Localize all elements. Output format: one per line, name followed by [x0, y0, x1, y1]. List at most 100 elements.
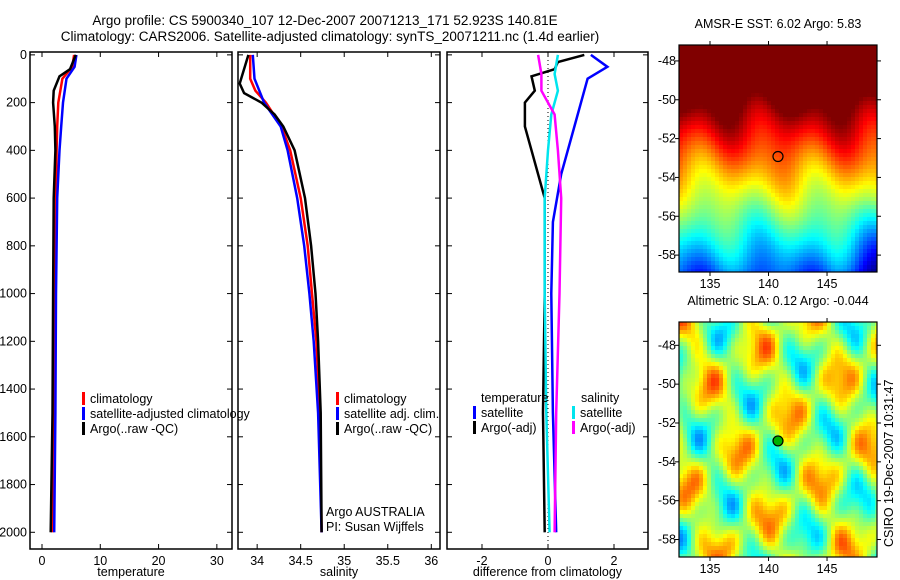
heatmap-cell	[779, 546, 783, 550]
heatmap-cell	[707, 554, 711, 557]
heatmap-cell	[807, 181, 811, 185]
heatmap-cell	[803, 390, 807, 394]
heatmap-cell	[803, 237, 807, 241]
heatmap-cell	[799, 133, 803, 137]
heatmap-cell	[715, 133, 719, 137]
heatmap-cell	[803, 133, 807, 137]
heatmap-cell	[807, 265, 811, 269]
heatmap-cell	[695, 181, 699, 185]
heatmap-cell	[799, 129, 803, 133]
heatmap-cell	[715, 149, 719, 153]
heatmap-cell	[723, 510, 727, 514]
heatmap-cell	[699, 490, 703, 494]
heatmap-cell	[875, 201, 877, 205]
heatmap-cell	[719, 217, 723, 221]
heatmap-cell	[723, 410, 727, 414]
heatmap-cell	[723, 125, 727, 129]
heatmap-cell	[835, 237, 839, 241]
heatmap-cell	[795, 550, 799, 554]
heatmap-cell	[807, 526, 811, 530]
heatmap-cell	[791, 49, 795, 53]
heatmap-cell	[683, 490, 687, 494]
heatmap-cell	[743, 121, 747, 125]
heatmap-cell	[711, 502, 715, 506]
heatmap-cell	[751, 322, 755, 326]
heatmap-cell	[743, 378, 747, 382]
heatmap-cell	[867, 257, 871, 261]
heatmap-cell	[771, 482, 775, 486]
heatmap-cell	[703, 518, 707, 522]
heatmap-cell	[851, 105, 855, 109]
heatmap-cell	[779, 530, 783, 534]
heatmap-cell	[719, 137, 723, 141]
heatmap-cell	[803, 554, 807, 557]
heatmap-cell	[695, 366, 699, 370]
heatmap-cell	[767, 546, 771, 550]
heatmap-cell	[755, 241, 759, 245]
heatmap-cell	[851, 233, 855, 237]
heatmap-cell	[707, 478, 711, 482]
heatmap-cell	[867, 81, 871, 85]
heatmap-cell	[783, 77, 787, 81]
heatmap-cell	[871, 113, 875, 117]
y-tick-label: 200	[6, 96, 27, 110]
heatmap-cell	[803, 117, 807, 121]
heatmap-cell	[875, 229, 877, 233]
heatmap-cell	[811, 93, 815, 97]
heatmap-cell	[703, 129, 707, 133]
heatmap-cell	[687, 85, 691, 89]
heatmap-cell	[787, 442, 791, 446]
heatmap-cell	[799, 101, 803, 105]
heatmap-cell	[803, 253, 807, 257]
heatmap-cell	[711, 121, 715, 125]
heatmap-cell	[799, 149, 803, 153]
heatmap-cell	[767, 197, 771, 201]
heatmap-cell	[839, 57, 843, 61]
heatmap-cell	[679, 73, 683, 77]
heatmap-cell	[703, 522, 707, 526]
heatmap-cell	[847, 93, 851, 97]
heatmap-cell	[711, 510, 715, 514]
heatmap-cell	[767, 422, 771, 426]
heatmap-cell	[751, 490, 755, 494]
heatmap-cell	[855, 129, 859, 133]
heatmap-cell	[715, 53, 719, 57]
heatmap-cell	[843, 253, 847, 257]
heatmap-cell	[723, 193, 727, 197]
heatmap-cell	[819, 257, 823, 261]
heatmap-cell	[803, 510, 807, 514]
heatmap-cell	[771, 253, 775, 257]
heatmap-cell	[719, 526, 723, 530]
heatmap-cell	[759, 213, 763, 217]
heatmap-cell	[723, 434, 727, 438]
heatmap-cell	[683, 125, 687, 129]
heatmap-cell	[779, 478, 783, 482]
heatmap-cell	[743, 346, 747, 350]
y-tick-label: -58	[658, 248, 676, 262]
heatmap-cell	[679, 141, 683, 145]
heatmap-cell	[735, 173, 739, 177]
heatmap-cell	[743, 374, 747, 378]
heatmap-cell	[731, 546, 735, 550]
heatmap-cell	[727, 394, 731, 398]
heatmap-cell	[727, 189, 731, 193]
heatmap-cell	[795, 322, 799, 326]
heatmap-cell	[687, 101, 691, 105]
heatmap-cell	[731, 542, 735, 546]
heatmap-cell	[679, 125, 683, 129]
heatmap-cell	[695, 498, 699, 502]
heatmap-cell	[871, 117, 875, 121]
heatmap-cell	[775, 237, 779, 241]
heatmap-cell	[727, 474, 731, 478]
heatmap-cell	[759, 253, 763, 257]
heatmap-cell	[787, 358, 791, 362]
heatmap-cell	[699, 446, 703, 450]
heatmap-cell	[803, 221, 807, 225]
heatmap-cell	[703, 526, 707, 530]
heatmap-cell	[763, 378, 767, 382]
heatmap-cell	[711, 554, 715, 557]
heatmap-cell	[843, 53, 847, 57]
heatmap-cell	[775, 225, 779, 229]
heatmap-cell	[687, 57, 691, 61]
heatmap-cell	[855, 169, 859, 173]
